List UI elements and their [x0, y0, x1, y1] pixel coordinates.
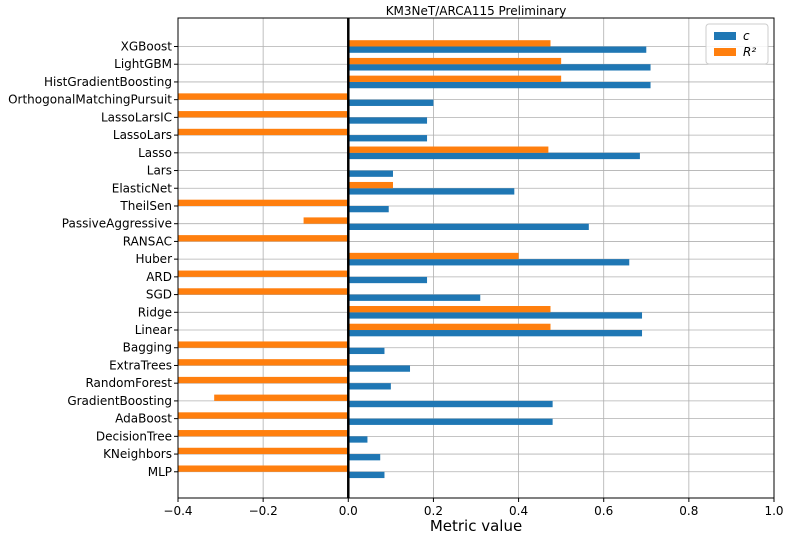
bar-c-lassolars [348, 135, 428, 142]
bar-r2-lasso [348, 146, 549, 153]
bar-c-ard [348, 276, 428, 284]
bar-c-extratrees [348, 365, 411, 372]
y-tick-label: GradientBoosting [67, 394, 172, 408]
y-tick-label: Ridge [138, 305, 172, 319]
bar-c-orthogonalmatchingpursuit [348, 99, 434, 106]
bar-r2-mlp [178, 465, 349, 472]
bar-r2-xgboost [348, 40, 551, 47]
legend-swatch [714, 32, 736, 40]
y-axis-ticks: XGBoost LightGBM HistGradientBoosting Ortho… [8, 40, 178, 479]
bar-c-bagging [348, 347, 385, 355]
bar-c-histgradientboosting [348, 81, 651, 89]
bar-r2-huber [348, 252, 519, 260]
bar-r2-passiveaggressive [303, 217, 349, 224]
legend-box [705, 23, 769, 65]
y-tick-label: AdaBoost [115, 412, 172, 426]
y-tick-label: Lars [147, 164, 172, 178]
bar-r2-elasticnet [348, 181, 393, 189]
x-tick-label: 1.0 [764, 504, 783, 518]
y-tick-label: KNeighbors [103, 447, 172, 461]
bar-c-sgd [348, 294, 481, 301]
legend-label: c [743, 29, 750, 43]
y-tick-label: DecisionTree [96, 429, 172, 443]
y-tick-label: RANSAC [123, 234, 172, 248]
y-tick-label: LassoLarsIC [101, 110, 172, 124]
chart-title: KM3NeT/ARCA115 Preliminary [386, 4, 567, 18]
bar-r2-extratrees [178, 359, 349, 366]
bar-c-gradientboosting [348, 400, 553, 408]
y-tick-label: Lasso [138, 146, 172, 160]
bar-c-adaboost [348, 418, 553, 425]
bar-r2-adaboost [178, 412, 349, 419]
bar-c-huber [348, 259, 630, 266]
bar-r2-ridge [348, 306, 551, 313]
y-tick-label: RandomForest [85, 376, 172, 390]
bar-c-decisiontree [348, 436, 368, 443]
bar-c-lassolarsic [348, 117, 428, 124]
x-tick-label: −0.2 [249, 504, 278, 518]
x-tick-label: −0.4 [163, 504, 192, 518]
bar-c-lightgbm [348, 64, 651, 71]
bar-c-linear [348, 330, 643, 337]
y-tick-label: LightGBM [114, 57, 172, 71]
bar-r2-ransac [178, 235, 349, 242]
y-tick-label: SGD [146, 288, 172, 302]
x-tick-label: 0.0 [339, 504, 358, 518]
y-tick-label: ExtraTrees [109, 358, 172, 372]
y-tick-label: MLP [148, 465, 172, 479]
bar-r2-histgradientboosting [348, 75, 562, 82]
x-tick-label: 0.6 [594, 504, 613, 518]
x-tick-label: 0.4 [509, 504, 528, 518]
x-tick-label: 0.8 [679, 504, 698, 518]
bar-r2-orthogonalmatchingpursuit [178, 93, 349, 100]
bar-r2-kneighbors [178, 447, 349, 455]
y-tick-label: OrthogonalMatchingPursuit [8, 93, 172, 107]
x-axis-label: Metric value [430, 517, 522, 535]
bar-r2-bagging [178, 341, 349, 348]
y-tick-label: LassoLars [113, 128, 172, 142]
y-tick-label: PassiveAggressive [62, 217, 172, 231]
bar-c-ridge [348, 312, 643, 319]
bar-r2-lassolarsic [178, 111, 349, 118]
x-tick-label: 0.2 [424, 504, 443, 518]
y-tick-label: XGBoost [121, 40, 173, 54]
bar-r2-lightgbm [348, 57, 562, 65]
plot-frame [177, 17, 775, 499]
y-tick-label: HistGradientBoosting [44, 75, 172, 89]
bar-c-passiveaggressive [348, 223, 589, 230]
bar-r2-linear [348, 323, 551, 331]
bar-r2-gradientboosting [214, 394, 349, 401]
legend-swatch [714, 48, 736, 56]
x-axis-ticks: −0.4 −0.2 0.0 0.2 0.4 0.6 0.8 1.0 [163, 498, 784, 518]
bar-c-lasso [348, 152, 640, 160]
legend: c R² [705, 23, 769, 65]
bar-c-elasticnet [348, 188, 515, 195]
y-tick-label: ElasticNet [112, 181, 173, 195]
bar-c-kneighbors [348, 454, 381, 461]
bar-r2-randomforest [178, 376, 349, 384]
legend-label: R² [743, 45, 756, 59]
y-tick-label: TheilSen [119, 199, 172, 213]
bar-c-lars [348, 170, 393, 177]
y-tick-label: ARD [146, 270, 172, 284]
y-tick-label: Bagging [123, 341, 172, 355]
bar-c-xgboost [348, 46, 647, 53]
bar-r2-lassolars [178, 128, 349, 136]
y-tick-label: Linear [135, 323, 172, 337]
y-tick-label: Huber [135, 252, 172, 266]
bar-c-randomforest [348, 383, 391, 390]
bar-c-mlp [348, 471, 385, 479]
bar-r2-ard [178, 270, 349, 277]
bar-c-theilsen [348, 205, 389, 213]
bar-r2-decisiontree [178, 430, 349, 437]
bar-r2-sgd [178, 288, 349, 295]
bars [178, 40, 651, 479]
bar-r2-theilsen [178, 199, 349, 206]
